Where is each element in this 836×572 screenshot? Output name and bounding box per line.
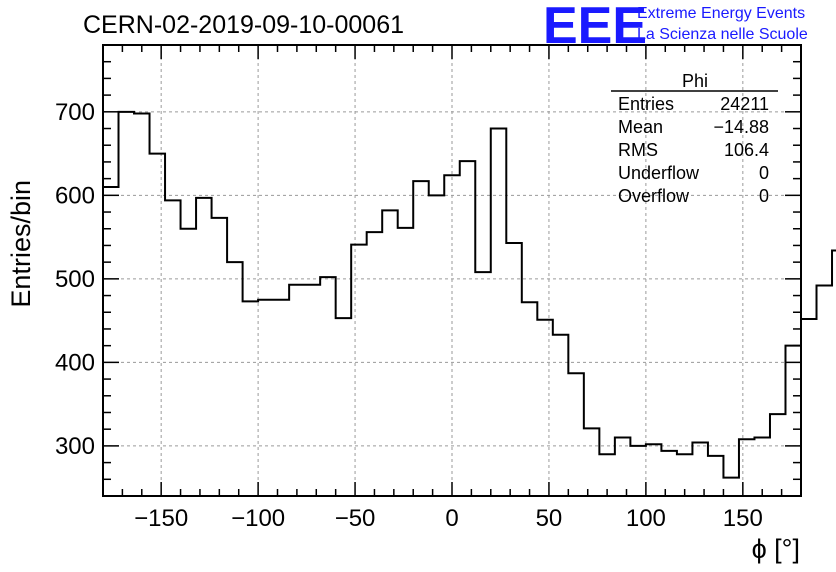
x-tick-label: 50 — [536, 505, 563, 532]
x-tick-label: −100 — [231, 505, 285, 532]
y-tick-label: 600 — [55, 182, 95, 209]
x-tick-label: −150 — [134, 505, 188, 532]
stats-value: −14.88 — [713, 117, 769, 137]
histogram-line — [103, 110, 836, 479]
stats-rows: Entries 24211 Mean −14.88 RMS 106.4 Underflow 0… — [618, 94, 769, 206]
y-tick-label: 500 — [55, 266, 95, 293]
x-axis-label: ϕ [°] — [752, 534, 800, 564]
axis-ticks — [102, 44, 802, 497]
stats-label: Underflow — [618, 163, 700, 183]
stats-label: Mean — [618, 117, 663, 137]
stats-title: Phi — [682, 71, 708, 91]
stats-value: 106.4 — [724, 140, 769, 160]
y-axis-label: Entries/bin — [6, 180, 36, 308]
y-tick-label: 400 — [55, 349, 95, 376]
y-tick-label: 700 — [55, 99, 95, 126]
y-tick-label: 300 — [55, 433, 95, 460]
stats-label: Overflow — [618, 186, 690, 206]
chart-title: CERN-02-2019-09-10-00061 — [83, 11, 404, 39]
stats-label: Entries — [618, 94, 674, 114]
stats-label: RMS — [618, 140, 658, 160]
eee-logo: EEE — [543, 0, 647, 55]
plot-frame — [102, 44, 802, 497]
x-tick-label: 150 — [723, 505, 763, 532]
logo-line-1: Extreme Energy Events — [637, 5, 805, 22]
x-tick-label: 100 — [626, 505, 666, 532]
stats-value: 0 — [759, 163, 769, 183]
logo-line-2: La Scienza nelle Scuole — [637, 26, 808, 43]
stats-value: 0 — [759, 186, 769, 206]
x-tick-label: −50 — [335, 505, 376, 532]
grid — [103, 45, 801, 496]
stats-box: Phi Entries 24211 Mean −14.88 RMS 106.4 Underf… — [611, 71, 778, 206]
x-tick-label: 0 — [445, 505, 458, 532]
stats-value: 24211 — [720, 94, 769, 114]
